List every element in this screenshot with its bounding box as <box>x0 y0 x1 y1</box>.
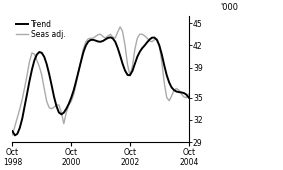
Text: '000: '000 <box>220 3 239 12</box>
Legend: Trend, Seas adj.: Trend, Seas adj. <box>16 20 65 39</box>
